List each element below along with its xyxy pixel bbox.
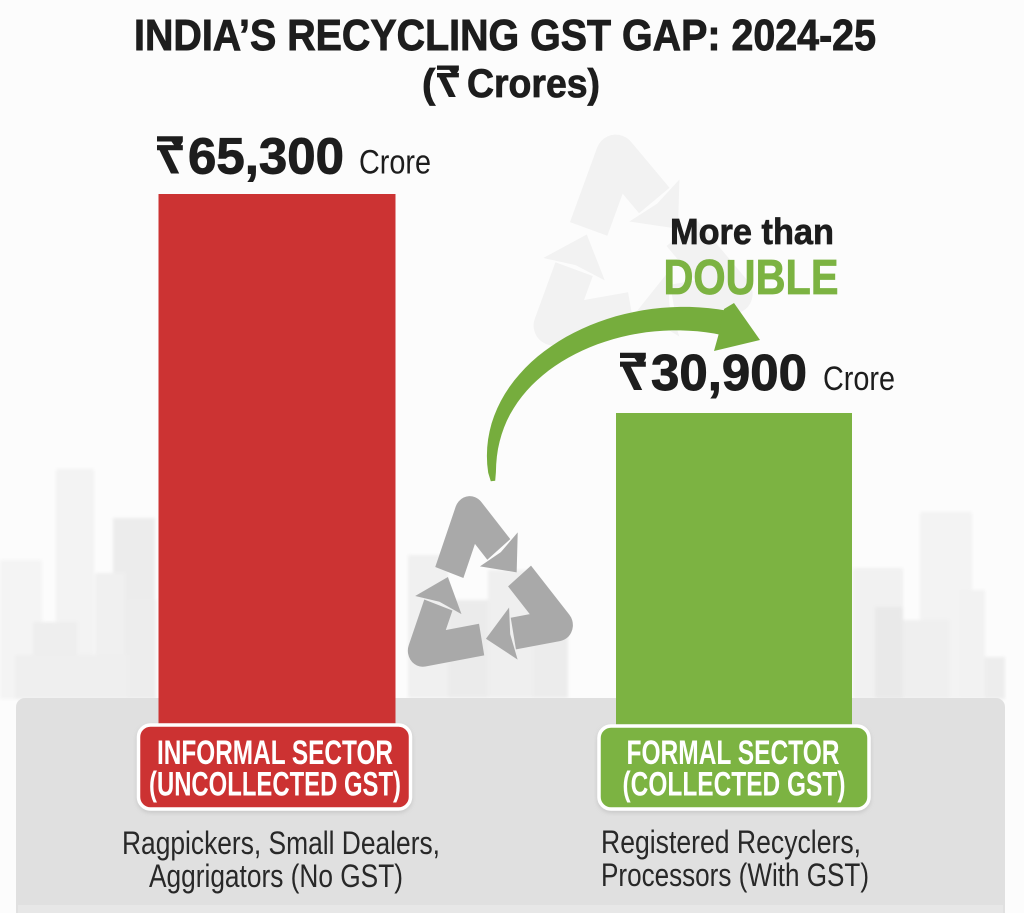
- svg-text:30,900: 30,900: [651, 344, 807, 401]
- svg-text:(UNCOLLECTED GST): (UNCOLLECTED GST): [149, 766, 401, 804]
- svg-text:INDIA’S RECYCLING GST GAP: 202: INDIA’S RECYCLING GST GAP: 2024-25: [134, 11, 876, 60]
- svg-text:Crore: Crore: [359, 144, 431, 182]
- svg-text:DOUBLE: DOUBLE: [664, 251, 839, 305]
- svg-text:Crore: Crore: [823, 360, 895, 398]
- svg-text:FORMAL SECTOR: FORMAL SECTOR: [627, 734, 840, 772]
- svg-text:(: (: [422, 62, 436, 106]
- svg-text:More than: More than: [670, 211, 834, 252]
- svg-text:Registered Recyclers,: Registered Recyclers,: [601, 824, 861, 860]
- svg-text:Crores): Crores): [467, 62, 600, 106]
- svg-text:Processors (With GST): Processors (With GST): [601, 857, 869, 893]
- svg-text:Aggrigators (No GST): Aggrigators (No GST): [149, 858, 403, 894]
- svg-text:Ragpickers, Small Dealers,: Ragpickers, Small Dealers,: [122, 825, 440, 861]
- svg-text:65,300: 65,300: [188, 128, 344, 185]
- svg-text:(COLLECTED GST): (COLLECTED GST): [623, 766, 846, 804]
- svg-text:INFORMAL SECTOR: INFORMAL SECTOR: [157, 734, 393, 772]
